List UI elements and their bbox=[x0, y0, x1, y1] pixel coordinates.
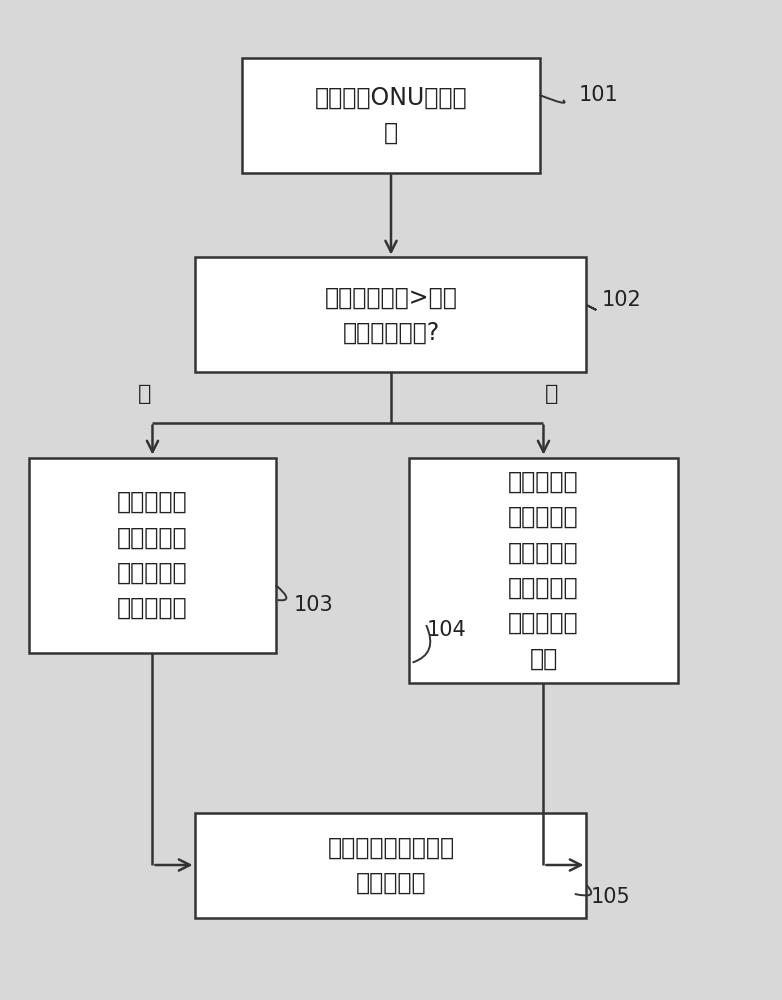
Text: 101: 101 bbox=[579, 85, 619, 105]
Text: 系统需求带宽>最大
提供带宽比较?: 系统需求带宽>最大 提供带宽比较? bbox=[325, 285, 457, 345]
Text: 收集各个ONU需求带
宽: 收集各个ONU需求带 宽 bbox=[314, 85, 468, 145]
Bar bbox=[408, 458, 678, 682]
Bar bbox=[242, 57, 540, 172]
Text: 否: 否 bbox=[544, 384, 558, 404]
Text: 显示带宽分配结果及
系统总功耗: 显示带宽分配结果及 系统总功耗 bbox=[328, 835, 454, 895]
Text: 高优先级服
务质量的前
提下保持各
个低优先级
服务间的公
平性: 高优先级服 务质量的前 提下保持各 个低优先级 服务间的公 平性 bbox=[508, 470, 579, 670]
Text: 保证各个用
户服务质量
的前提下系
统功耗最小: 保证各个用 户服务质量 的前提下系 统功耗最小 bbox=[117, 490, 188, 620]
Text: 105: 105 bbox=[590, 887, 630, 907]
Bar bbox=[196, 257, 586, 372]
Text: 102: 102 bbox=[602, 290, 642, 310]
Text: 104: 104 bbox=[426, 620, 466, 640]
Text: 103: 103 bbox=[293, 595, 333, 615]
Bar bbox=[30, 458, 276, 652]
Text: 是: 是 bbox=[138, 384, 152, 404]
Bar bbox=[196, 812, 586, 918]
